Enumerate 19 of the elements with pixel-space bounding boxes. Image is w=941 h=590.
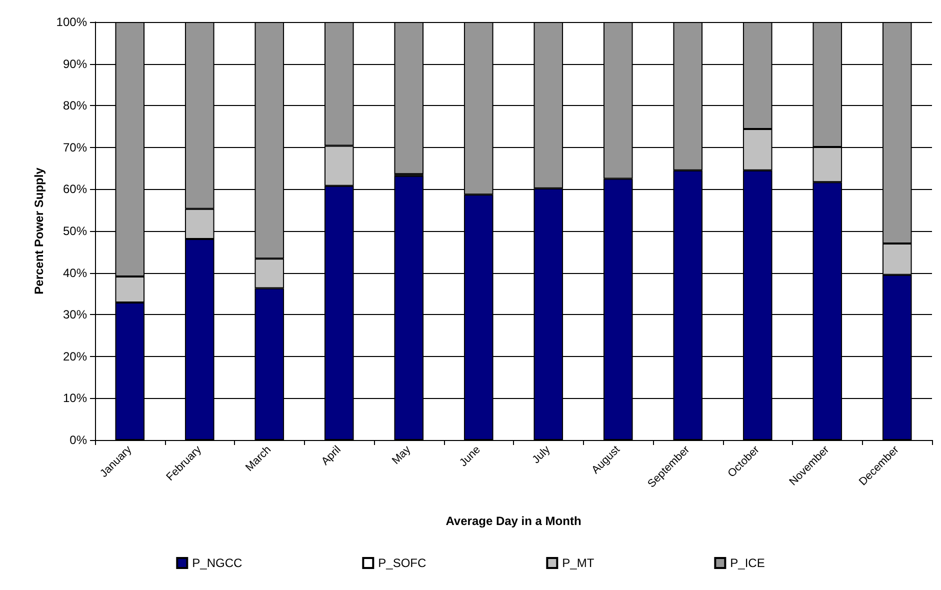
legend-label: P_SOFC	[378, 556, 426, 570]
y-tick-label: 70%	[62, 140, 88, 154]
y-tick-label: 90%	[62, 56, 88, 71]
y-tick-label: 30%	[62, 308, 88, 322]
legend-label: P_MT	[562, 556, 595, 570]
y-tick-label: 10%	[62, 391, 88, 406]
y-tick-label: 50%	[62, 224, 88, 238]
x-tick-label: July	[530, 443, 553, 466]
y-tick-label: 80%	[62, 98, 88, 113]
y-tick-label: 60%	[62, 182, 88, 196]
y-tick-label: 20%	[62, 349, 88, 364]
x-tick-label: May	[390, 443, 414, 467]
y-tick-label: 100%	[56, 15, 88, 29]
y-axis-title: Percent Power Supply	[32, 167, 46, 294]
legend-label: P_NGCC	[192, 556, 242, 570]
x-axis-title: Average Day in a Month	[446, 514, 582, 528]
y-tick-label: 0%	[70, 433, 88, 447]
legend-label: P_ICE	[730, 556, 765, 570]
y-tick-label: 40%	[62, 266, 88, 280]
